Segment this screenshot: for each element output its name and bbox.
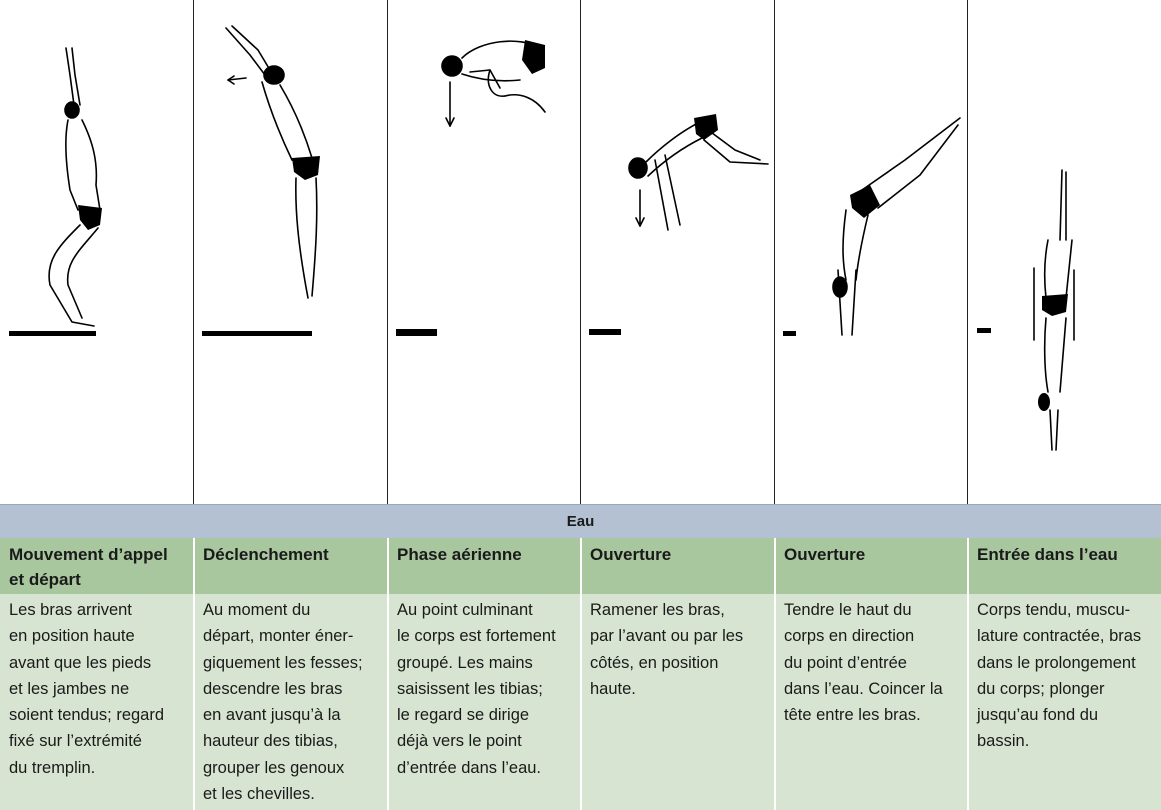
description-line: hauteur des tibias, <box>203 732 338 751</box>
phase-description-3: Au point culminant le corps est fortemen… <box>388 597 580 810</box>
description-line: côtés, en position <box>590 653 719 672</box>
phase-description-4: Ramener les bras, par l’avant ou par les… <box>581 597 774 810</box>
description-line: dans l’eau. Coincer la <box>784 679 943 698</box>
description-line: du corps; plonger <box>977 679 1105 698</box>
phase-description-1: Les bras arrivent en position haute avan… <box>0 597 193 810</box>
description-line: fixé sur l’extrémité <box>9 732 142 751</box>
description-line: descendre les bras <box>203 679 343 698</box>
description-line: Corps tendu, muscu- <box>977 601 1131 619</box>
phase-title-line: et départ <box>9 570 81 589</box>
cell-divider <box>774 538 776 810</box>
swimsuit-3 <box>522 40 545 74</box>
phase-title-4: Ouverture <box>581 538 774 594</box>
phase-title-line: Ouverture <box>784 545 866 564</box>
diver-figure-opening-2 <box>832 117 961 336</box>
description-line: et les jambes ne <box>9 679 130 698</box>
phase-title-5: Ouverture <box>775 538 967 594</box>
description-line: groupé. Les mains <box>397 653 533 672</box>
diver-head-6 <box>1038 393 1050 411</box>
springboard-5 <box>783 331 796 336</box>
phase-title-line: Mouvement d’appel <box>9 545 168 564</box>
cell-divider <box>967 538 969 810</box>
springboard-1 <box>9 331 96 336</box>
phase-title-1: Mouvement d’appel et départ <box>0 538 193 594</box>
description-line: Au point culminant <box>397 601 533 619</box>
description-line: et les chevilles. <box>203 785 315 804</box>
description-line: en position haute <box>9 627 135 646</box>
description-line: haute. <box>590 679 636 698</box>
column-divider <box>387 0 388 810</box>
description-line: du point d’entrée <box>784 653 907 672</box>
swimsuit-6 <box>1042 294 1068 316</box>
phase-title-3: Phase aérienne <box>388 538 580 594</box>
description-line: bassin. <box>977 732 1030 751</box>
dive-sequence-illustration <box>9 25 1075 451</box>
description-line: départ, monter éner- <box>203 627 354 646</box>
phase-description-6: Corps tendu, muscu- lature contractée, b… <box>968 597 1161 810</box>
cell-divider <box>580 538 582 810</box>
springboard-2 <box>202 331 312 336</box>
diver-figure-tuck <box>441 40 546 127</box>
springboard-3 <box>396 329 437 336</box>
description-line: Au moment du <box>203 601 311 619</box>
phase-description-2: Au moment du départ, monter éner- giquem… <box>194 597 387 810</box>
diver-figure-release <box>225 25 318 299</box>
description-line: Ramener les bras, <box>590 601 725 619</box>
column-divider <box>580 0 581 810</box>
diver-figure-entry <box>1033 169 1075 451</box>
swimsuit-2 <box>292 156 320 180</box>
cell-divider <box>387 538 389 810</box>
phase-title-2: Déclenchement <box>194 538 387 594</box>
springboard-4 <box>589 329 621 335</box>
description-line: en avant jusqu’à la <box>203 706 341 725</box>
swimsuit-4 <box>694 114 718 140</box>
description-line: dans le prolongement <box>977 653 1136 672</box>
water-label: Eau <box>566 513 595 530</box>
description-line: corps en direction <box>784 627 915 646</box>
swimsuit-5 <box>850 185 880 218</box>
description-line: lature contractée, bras <box>977 627 1142 646</box>
description-line: le corps est fortement <box>397 627 556 646</box>
description-line: saisissent les tibias; <box>397 679 543 698</box>
phase-title-line: Ouverture <box>590 545 672 564</box>
cell-divider <box>193 538 195 810</box>
phase-title-line: Déclenchement <box>203 545 329 564</box>
phase-description-5: Tendre le haut du corps en direction du … <box>775 597 967 810</box>
description-line: le regard se dirige <box>397 706 530 725</box>
description-line: jusqu’au fond du <box>977 706 1099 725</box>
diver-figure-opening-1 <box>628 121 769 231</box>
diver-figure-takeoff <box>48 47 101 327</box>
description-line: giquement les fesses; <box>203 653 363 672</box>
description-line: du tremplin. <box>9 758 96 777</box>
description-line: Les bras arrivent <box>9 601 132 619</box>
column-divider <box>774 0 775 810</box>
description-line: par l’avant ou par les <box>590 627 744 646</box>
description-line: déjà vers le point <box>397 732 522 751</box>
description-line: Tendre le haut du <box>784 601 912 619</box>
column-divider <box>967 0 968 810</box>
phase-title-6: Entrée dans l’eau <box>968 538 1161 594</box>
water-label-bar: Eau <box>0 504 1161 539</box>
description-line: grouper les genoux <box>203 758 345 777</box>
phase-title-line: Entrée dans l’eau <box>977 545 1118 564</box>
springboard-6 <box>977 328 991 333</box>
description-line: d’entrée dans l’eau. <box>397 758 542 777</box>
phase-title-line: Phase aérienne <box>397 545 522 564</box>
description-line: soient tendus; regard <box>9 706 165 725</box>
description-line: avant que les pieds <box>9 653 152 672</box>
description-line: tête entre les bras. <box>784 706 921 725</box>
swimsuit-1 <box>78 205 102 230</box>
column-divider <box>193 0 194 810</box>
